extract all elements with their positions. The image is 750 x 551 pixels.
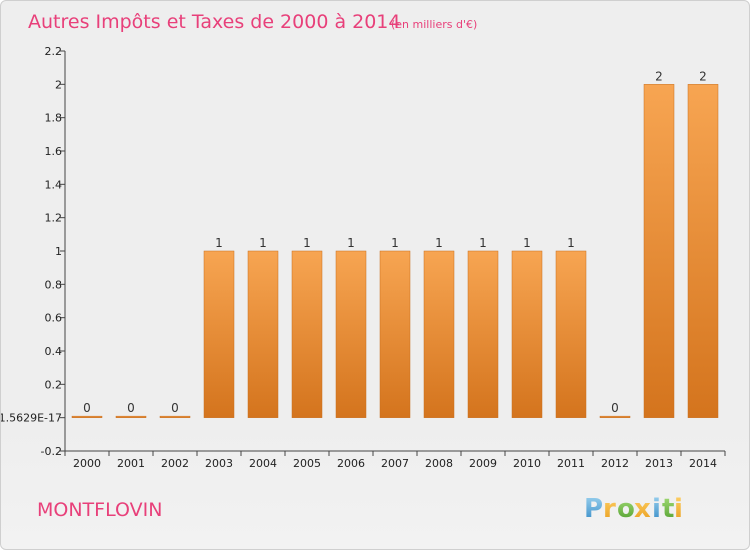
y-tick-label: -1.5629E-17 (1, 412, 62, 425)
y-tick-label: 2 (55, 78, 62, 91)
data-label-2008: 1 (435, 236, 443, 250)
bar-2002 (159, 415, 191, 418)
x-tick-label: 2014 (689, 457, 717, 470)
bar-2007 (379, 250, 411, 418)
data-label-2003: 1 (215, 236, 223, 250)
bar-2012 (599, 415, 631, 418)
y-tick-label: 0.2 (45, 378, 63, 391)
bar-2004 (247, 250, 279, 418)
y-tick-label: 0.6 (45, 312, 63, 325)
y-tick-label: 2.2 (45, 45, 63, 58)
data-label-2007: 1 (391, 236, 399, 250)
x-tick-label: 2004 (249, 457, 277, 470)
data-label-2005: 1 (303, 236, 311, 250)
bar-2006 (335, 250, 367, 418)
data-labels: 0 0 0 1 1 1 1 1 1 1 1 1 0 2 2 (83, 69, 707, 415)
bar-2000 (71, 415, 103, 418)
chart-title: Autres Impôts et Taxes de 2000 à 2014 (28, 11, 401, 33)
data-label-2014: 2 (699, 69, 707, 83)
svg-text:r: r (603, 494, 616, 524)
bar-2008 (423, 250, 455, 418)
svg-text:i: i (674, 494, 683, 524)
x-tick-label: 2002 (161, 457, 189, 470)
data-label-2011: 1 (567, 236, 575, 250)
y-tick-label: 0.4 (45, 345, 63, 358)
y-tick-label: 1.4 (45, 178, 63, 191)
x-axis: 2000 2001 2002 2003 2004 2005 2006 2007 2008 2009… (64, 450, 726, 470)
bar-2001 (115, 415, 147, 418)
data-label-2013: 2 (655, 69, 663, 83)
y-tick-label: 1.2 (45, 212, 63, 225)
data-label-2001: 0 (127, 401, 135, 415)
bar-2011 (555, 250, 587, 418)
svg-text:P: P (584, 494, 603, 524)
bar-2003 (203, 250, 235, 418)
x-tick-label: 2011 (557, 457, 585, 470)
bar-2013 (643, 84, 675, 418)
data-label-2000: 0 (83, 401, 91, 415)
x-tick-label: 2006 (337, 457, 365, 470)
svg-text:i: i (652, 494, 661, 524)
data-label-2004: 1 (259, 236, 267, 250)
x-tick-label: 2008 (425, 457, 453, 470)
proxiti-logo: P r o x i t i (584, 494, 683, 524)
bar-2014 (687, 84, 719, 418)
data-label-2010: 1 (523, 236, 531, 250)
x-tick-label: 2007 (381, 457, 409, 470)
y-tick-label: 0.8 (45, 278, 63, 291)
y-tick-label: 1.8 (45, 112, 63, 125)
x-tick-label: 2001 (117, 457, 145, 470)
y-tick-label: 1.6 (45, 145, 63, 158)
bar-2010 (511, 250, 543, 418)
y-axis: -0.2 -1.5629E-17 0.2 0.4 0.6 0.8 1 1.2 1.4 1.6 1.8… (1, 45, 66, 458)
data-label-2009: 1 (479, 236, 487, 250)
x-tick-label: 2000 (73, 457, 101, 470)
svg-text:t: t (662, 494, 674, 524)
bar-2009 (467, 250, 499, 418)
data-label-2002: 0 (171, 401, 179, 415)
svg-text:o: o (617, 494, 635, 524)
x-tick-label: 2013 (645, 457, 673, 470)
svg-text:x: x (634, 494, 651, 524)
data-label-2012: 0 (611, 401, 619, 415)
chart-subtitle: (en milliers d'€) (391, 18, 477, 31)
y-tick-label: -0.2 (41, 445, 62, 458)
y-tick-label: 1 (55, 245, 62, 258)
x-tick-label: 2009 (469, 457, 497, 470)
location-name: MONTFLOVIN (37, 499, 162, 521)
x-tick-label: 2010 (513, 457, 541, 470)
bars (71, 84, 719, 418)
x-tick-label: 2005 (293, 457, 321, 470)
x-tick-label: 2003 (205, 457, 233, 470)
x-tick-label: 2012 (601, 457, 629, 470)
bar-2005 (291, 250, 323, 418)
data-label-2006: 1 (347, 236, 355, 250)
